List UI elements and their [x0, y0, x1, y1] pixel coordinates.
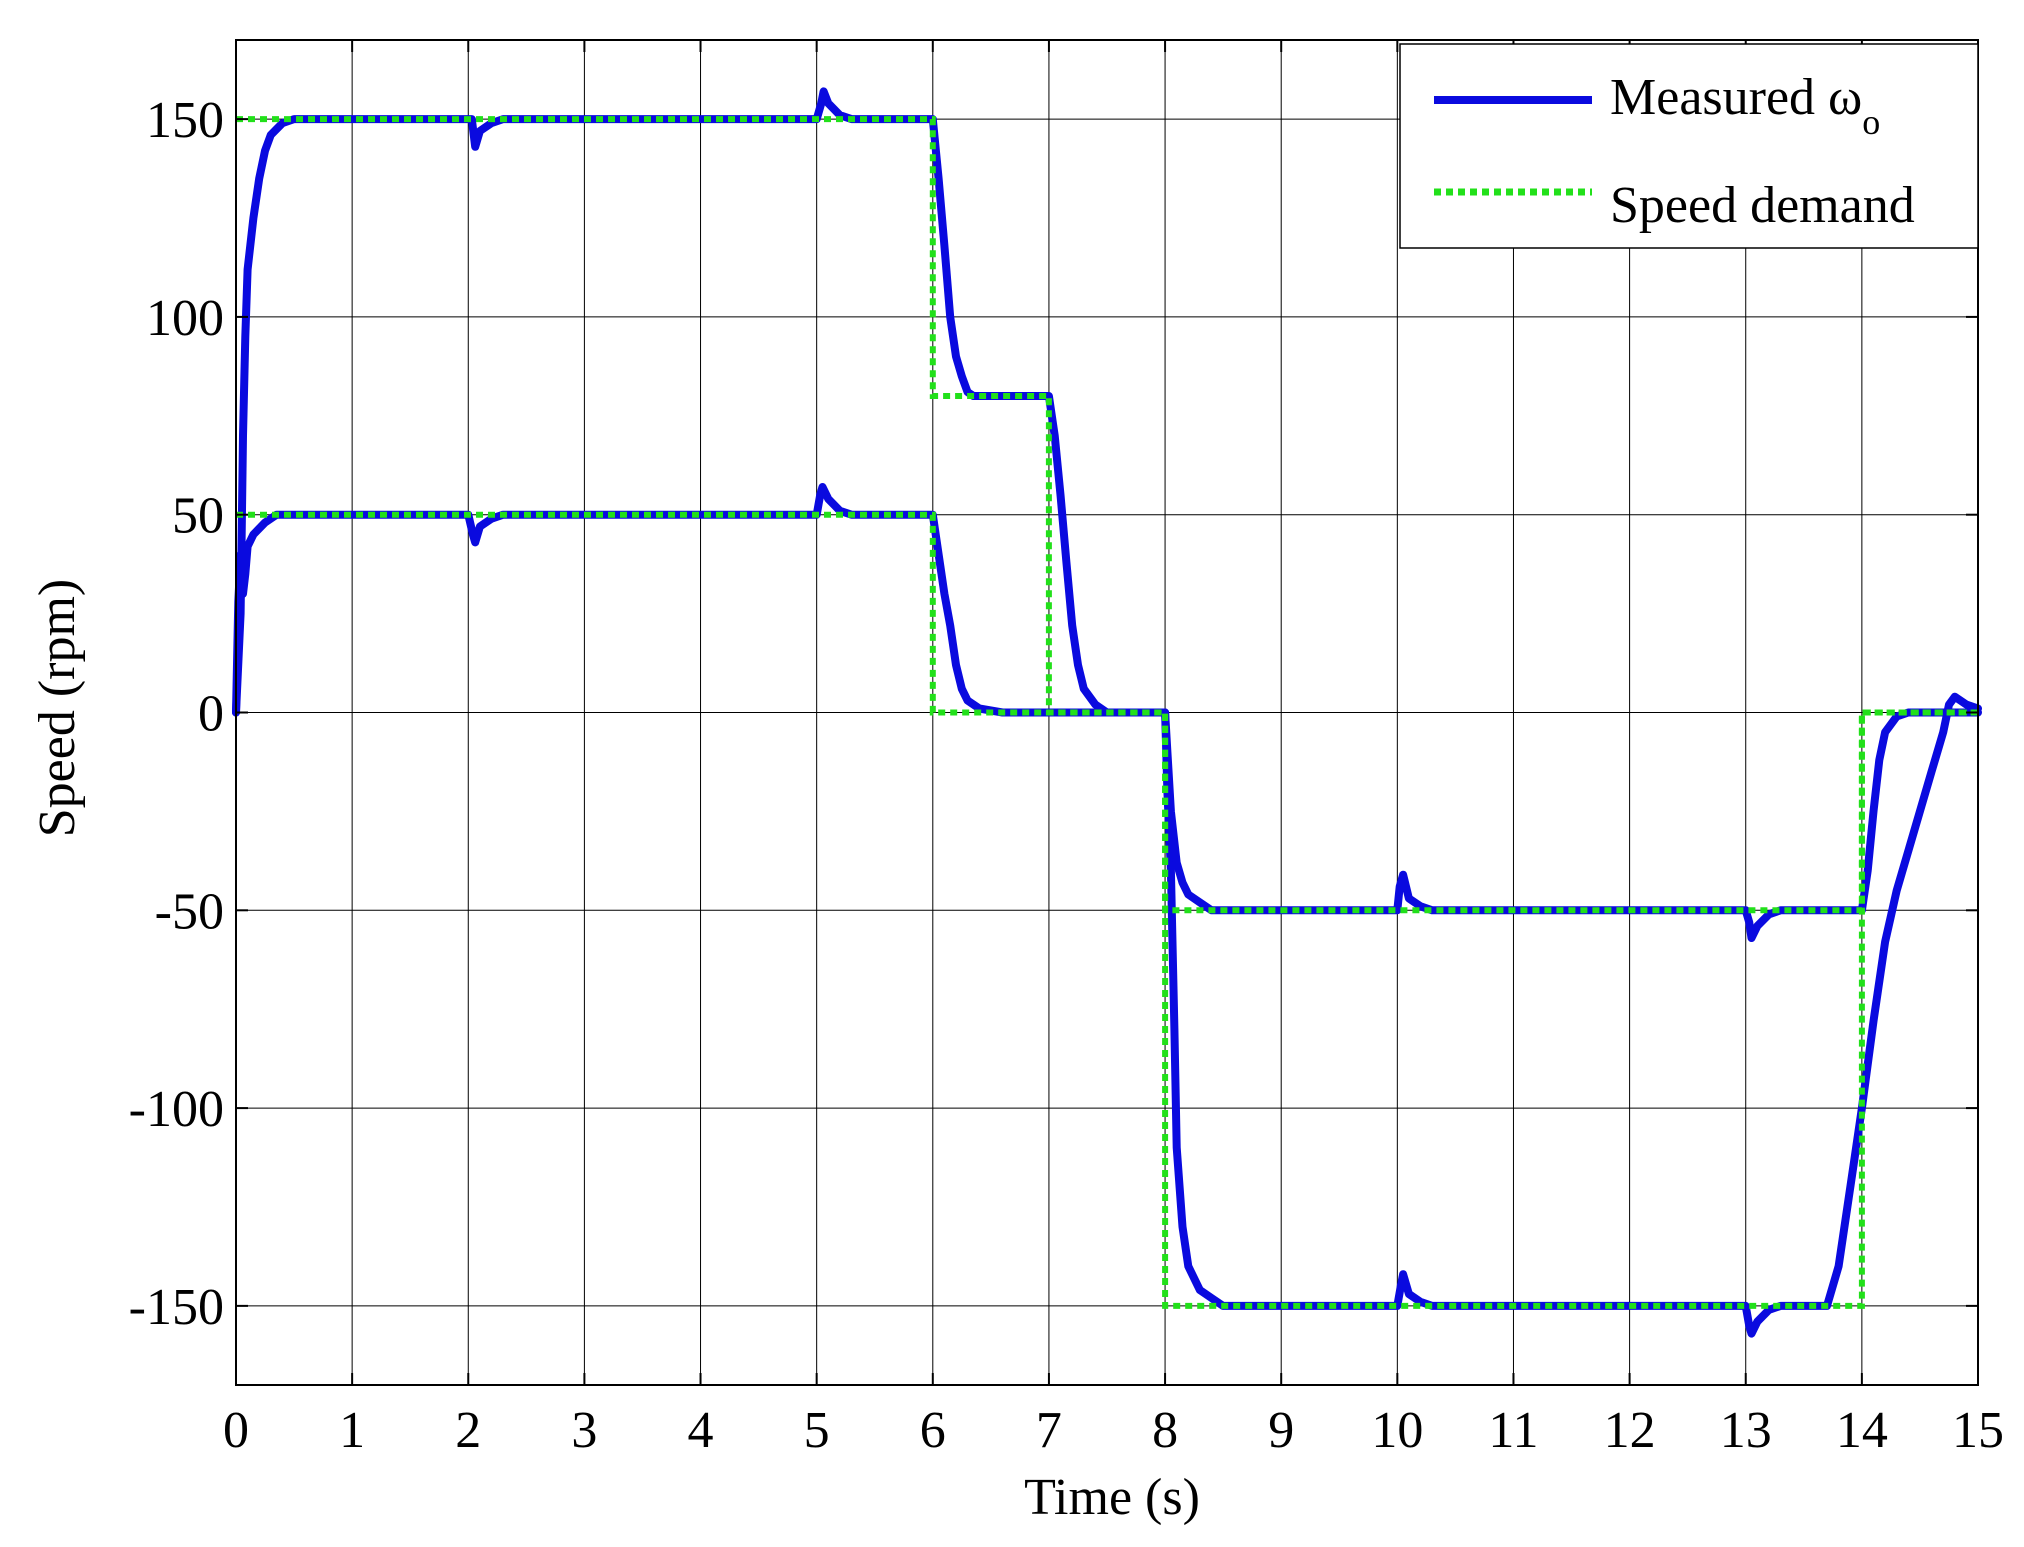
series-layer [232, 87, 1982, 1338]
x-tick-label: 1 [339, 1402, 365, 1459]
x-tick-label: 3 [571, 1402, 597, 1459]
y-tick-label: -50 [155, 883, 224, 940]
x-tick-label: 12 [1604, 1402, 1656, 1459]
y-tick-label: -150 [129, 1279, 224, 1336]
legend-label-measured-subscript: o [1862, 102, 1880, 142]
x-tick-label: 11 [1488, 1402, 1538, 1459]
y-tick-label: 100 [146, 290, 224, 347]
y-tick-label: 50 [172, 488, 224, 545]
x-tick-label: 9 [1268, 1402, 1294, 1459]
x-tick-label: 14 [1836, 1402, 1888, 1459]
y-tick-label: 150 [146, 92, 224, 149]
x-tick-label: 7 [1036, 1402, 1062, 1459]
x-tick-label: 2 [455, 1402, 481, 1459]
x-tick-label: 5 [804, 1402, 830, 1459]
y-tick-label: -100 [129, 1081, 224, 1138]
x-tick-label: 15 [1952, 1402, 2004, 1459]
legend-box [1399, 43, 1979, 249]
series-line-measured [232, 87, 1982, 1338]
x-tick-label: 13 [1720, 1402, 1772, 1459]
legend: Measured ωo Speed demand [1399, 43, 1979, 249]
y-axis-label: Speed (rpm) [29, 579, 86, 837]
legend-label-demand: Speed demand [1610, 177, 1915, 234]
tick-labels: 0 1 2 3 4 5 6 7 8 9 10 11 12 13 14 15-150-100-500501001… [129, 92, 2004, 1459]
x-tick-label: 4 [688, 1402, 714, 1459]
y-tick-label: 0 [198, 686, 224, 743]
x-tick-label: 10 [1371, 1402, 1423, 1459]
x-axis-label: Time (s) [1024, 1469, 1200, 1526]
series-line-speed-demand [236, 511, 1978, 914]
legend-label-measured: Measured ωo [1610, 69, 1880, 142]
legend-label-measured-text: Measured ω [1610, 69, 1862, 126]
x-tick-label: 8 [1152, 1402, 1178, 1459]
x-tick-label: 0 [223, 1402, 249, 1459]
x-tick-label: 6 [920, 1402, 946, 1459]
